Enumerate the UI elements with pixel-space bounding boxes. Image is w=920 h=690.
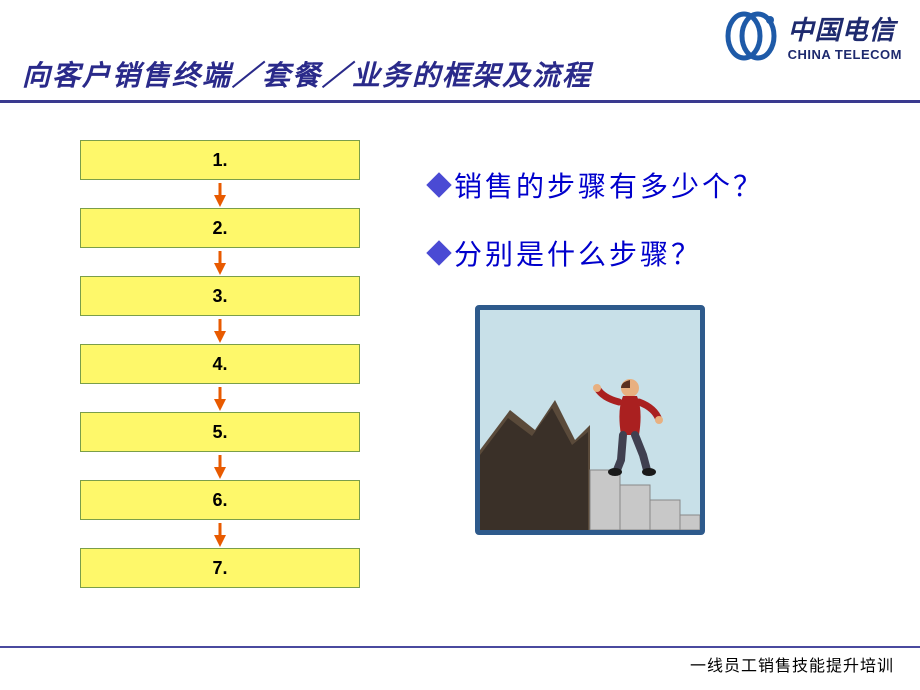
climbing-clipart [475, 305, 705, 535]
down-arrow-icon [211, 520, 229, 548]
diamond-bullet-icon [426, 172, 451, 197]
brand-text: 中国电信 CHINA TELECOM [788, 10, 902, 62]
brand-logo-area: 中国电信 CHINA TELECOM [724, 10, 902, 62]
down-arrow-icon [211, 180, 229, 208]
footer-line [0, 646, 920, 648]
flow-step-box: 3. [80, 276, 360, 316]
title-underline [0, 100, 920, 103]
bullet-item: 分别是什么步骤？ [430, 233, 764, 273]
brand-cn: 中国电信 [788, 10, 896, 47]
diamond-bullet-icon [426, 240, 451, 265]
process-flowchart: 1. 2. 3. 4. 5. 6. 7. [80, 140, 360, 588]
bullet-text: 分别是什么步骤？ [454, 233, 702, 273]
down-arrow-icon [211, 248, 229, 276]
flow-step-box: 1. [80, 140, 360, 180]
flow-step-box: 6. [80, 480, 360, 520]
bullet-text: 销售的步骤有多少个？ [454, 165, 764, 205]
brand-en: CHINA TELECOM [788, 47, 902, 62]
question-bullets: 销售的步骤有多少个？ 分别是什么步骤？ [430, 165, 764, 273]
flow-step-box: 2. [80, 208, 360, 248]
flow-step-box: 5. [80, 412, 360, 452]
down-arrow-icon [211, 452, 229, 480]
footer-text: 一线员工销售技能提升培训 [690, 652, 894, 676]
header-region: 中国电信 CHINA TELECOM 向客户销售终端／套餐／业务的框架及流程 [0, 0, 920, 100]
telecom-logo-icon [724, 10, 780, 62]
flow-step-box: 7. [80, 548, 360, 588]
down-arrow-icon [211, 384, 229, 412]
bullet-item: 销售的步骤有多少个？ [430, 165, 764, 205]
flow-step-box: 4. [80, 344, 360, 384]
down-arrow-icon [211, 316, 229, 344]
slide-title: 向客户销售终端／套餐／业务的框架及流程 [22, 54, 592, 94]
content-region: 1. 2. 3. 4. 5. 6. 7. 销售的步骤有多少个？ 分别是什么步骤？ [0, 130, 920, 650]
